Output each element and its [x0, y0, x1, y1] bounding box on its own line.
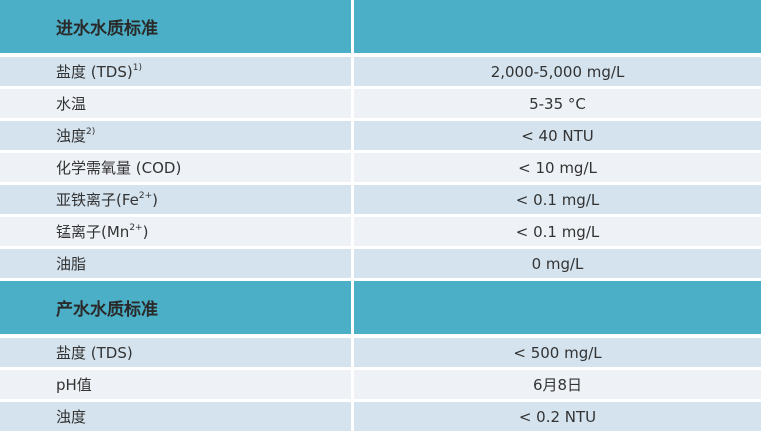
- value-cell: < 0.1 mg/L: [354, 217, 761, 246]
- parameter-cell: 锰离子(Mn 2+): [0, 217, 351, 246]
- parameter-cell: 浊度: [0, 402, 351, 431]
- superscript: 2): [86, 126, 96, 137]
- header-cell: [354, 281, 761, 334]
- superscript: 2+: [138, 190, 153, 201]
- parameter-cell: 浊度 2): [0, 121, 351, 150]
- text-segment: ): [152, 190, 159, 209]
- text-segment: 盐度 (TDS): [56, 63, 133, 81]
- value-cell: 6月8日: [354, 370, 761, 399]
- section-title: 进水水质标准: [0, 0, 351, 53]
- value-cell: < 40 NTU: [354, 121, 761, 150]
- superscript: 1): [132, 62, 142, 73]
- parameter-cell: 盐度 (TDS) 1): [0, 57, 351, 86]
- parameter-cell: 油脂: [0, 249, 351, 278]
- header-cell: [354, 0, 761, 53]
- text-segment: 锰离子(Mn: [56, 223, 130, 241]
- parameter-cell: 盐度 (TDS): [0, 338, 351, 367]
- value-cell: 5-35 °C: [354, 89, 761, 118]
- value-cell: < 0.1 mg/L: [354, 185, 761, 214]
- text-segment: 浊度: [56, 127, 87, 145]
- value-cell: 0 mg/L: [354, 249, 761, 278]
- value-cell: < 0.2 NTU: [354, 402, 761, 431]
- parameter-cell: 化学需氧量 (COD): [0, 153, 351, 182]
- superscript: 2+: [129, 222, 143, 233]
- value-cell: < 10 mg/L: [354, 153, 761, 182]
- value-cell: < 500 mg/L: [354, 338, 761, 367]
- text-segment: 亚铁离子(Fe: [56, 191, 139, 209]
- parameter-cell: 亚铁离子(Fe 2+): [0, 185, 351, 214]
- value-cell: 2,000-5,000 mg/L: [354, 57, 761, 86]
- section-title: 产水水质标准: [0, 281, 351, 334]
- parameter-cell: 水温: [0, 89, 351, 118]
- parameter-cell: pH值: [0, 370, 351, 399]
- text-segment: ): [142, 222, 149, 241]
